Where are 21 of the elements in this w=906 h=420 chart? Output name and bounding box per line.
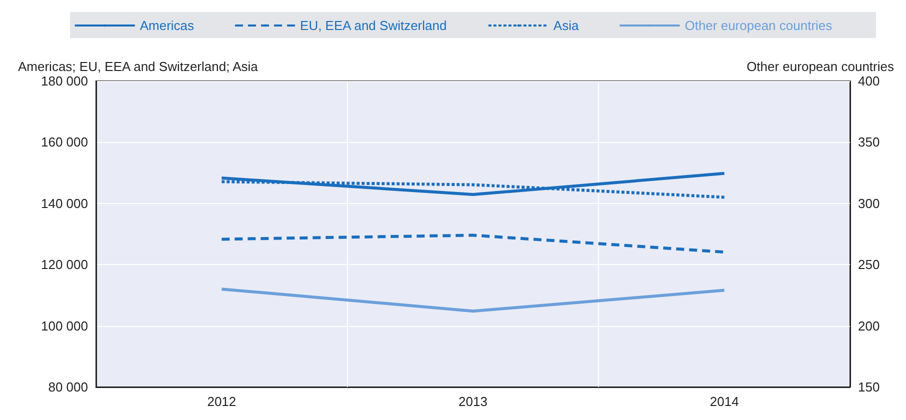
y2-tick-label: 150	[858, 380, 880, 394]
x-tick-label: 2014	[710, 394, 739, 409]
legend-label: EU, EEA and Switzerland	[300, 18, 447, 33]
y-tick-label: 80 000	[48, 380, 88, 394]
x-tick-label: 2013	[458, 394, 488, 409]
y-tick-label: 160 000	[41, 134, 88, 150]
y2-tick-label: 200	[858, 318, 880, 334]
y-tick-label: 140 000	[41, 196, 88, 211]
x-tick-label: 2012	[207, 394, 236, 409]
y2-tick-label: 300	[858, 196, 880, 211]
y-tick-label: 180 000	[41, 74, 88, 88]
y2-tick-label: 350	[858, 134, 880, 150]
legend-label: Americas	[140, 18, 195, 33]
y-tick-label: 100 000	[41, 318, 88, 334]
legend-label: Asia	[553, 18, 580, 33]
y2-tick-label: 250	[858, 257, 880, 272]
y-tick-label: 120 000	[41, 257, 88, 272]
y2-axis-title: Other european countries	[746, 59, 894, 74]
y-axis-title: Americas; EU, EEA and Switzerland; Asia	[18, 59, 259, 74]
legend-label: Other european countries	[684, 18, 833, 33]
y2-tick-label: 400	[858, 74, 880, 88]
